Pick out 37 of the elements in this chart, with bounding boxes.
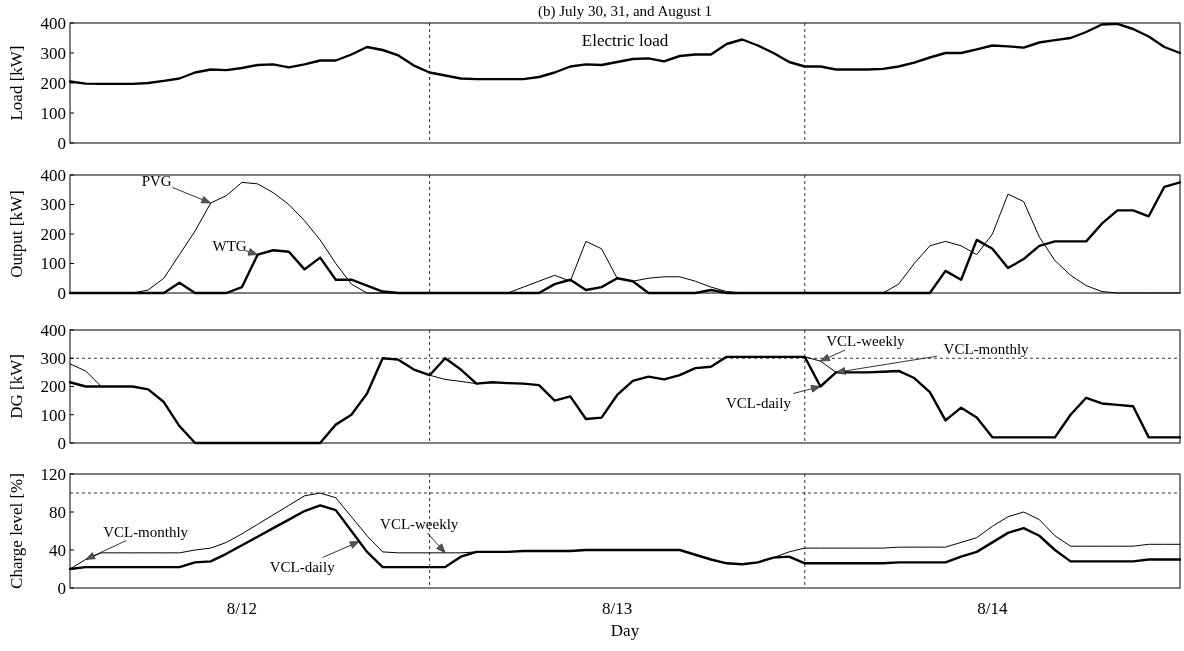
- annotation: VCL-monthly: [103, 523, 189, 540]
- y-tick-label: 0: [57, 433, 66, 453]
- y-tick-label: 300: [40, 43, 66, 63]
- annotation: VCL-weekly: [380, 516, 459, 533]
- annotation: VCL-daily: [725, 394, 792, 411]
- y-tick-label: 80: [49, 502, 66, 522]
- annotation: PVG: [141, 173, 172, 190]
- y-tick-label: 200: [40, 377, 66, 397]
- x-tick-label: 8/12: [226, 599, 258, 618]
- y-tick-label: 200: [40, 73, 66, 93]
- y-tick-label: 100: [40, 254, 66, 274]
- y-axis-title: Load [kW]: [7, 45, 26, 121]
- x-axis-title: Day: [610, 621, 640, 640]
- y-tick-label: 400: [40, 320, 66, 340]
- y-tick-label: 0: [57, 133, 66, 153]
- y-axis-title: DG [kW]: [7, 354, 26, 419]
- x-tick-label: 8/14: [977, 599, 1008, 618]
- y-axis-title: Output [kW]: [7, 190, 26, 278]
- y-tick-label: 0: [57, 578, 66, 598]
- annotation: VCL-weekly: [826, 333, 906, 350]
- chart-title: (b) July 30, 31, and August 1: [537, 3, 713, 20]
- y-tick-label: 200: [40, 224, 66, 244]
- y-tick-label: 100: [40, 405, 66, 425]
- y-tick-label: 40: [49, 540, 66, 560]
- annotation: VCL-daily: [269, 558, 336, 575]
- y-tick-label: 300: [40, 195, 66, 215]
- annotation: Electric load: [581, 31, 669, 50]
- y-tick-label: 0: [57, 283, 66, 303]
- y-tick-label: 100: [40, 103, 66, 123]
- y-axis-title: Charge level [%]: [7, 473, 26, 589]
- annotation: WTG: [212, 237, 247, 254]
- annotation: VCL-monthly: [943, 340, 1030, 357]
- y-tick-label: 400: [40, 13, 66, 33]
- y-tick-label: 400: [40, 165, 66, 185]
- y-tick-label: 120: [40, 464, 66, 484]
- y-tick-label: 300: [40, 349, 66, 369]
- x-tick-label: 8/13: [602, 599, 633, 618]
